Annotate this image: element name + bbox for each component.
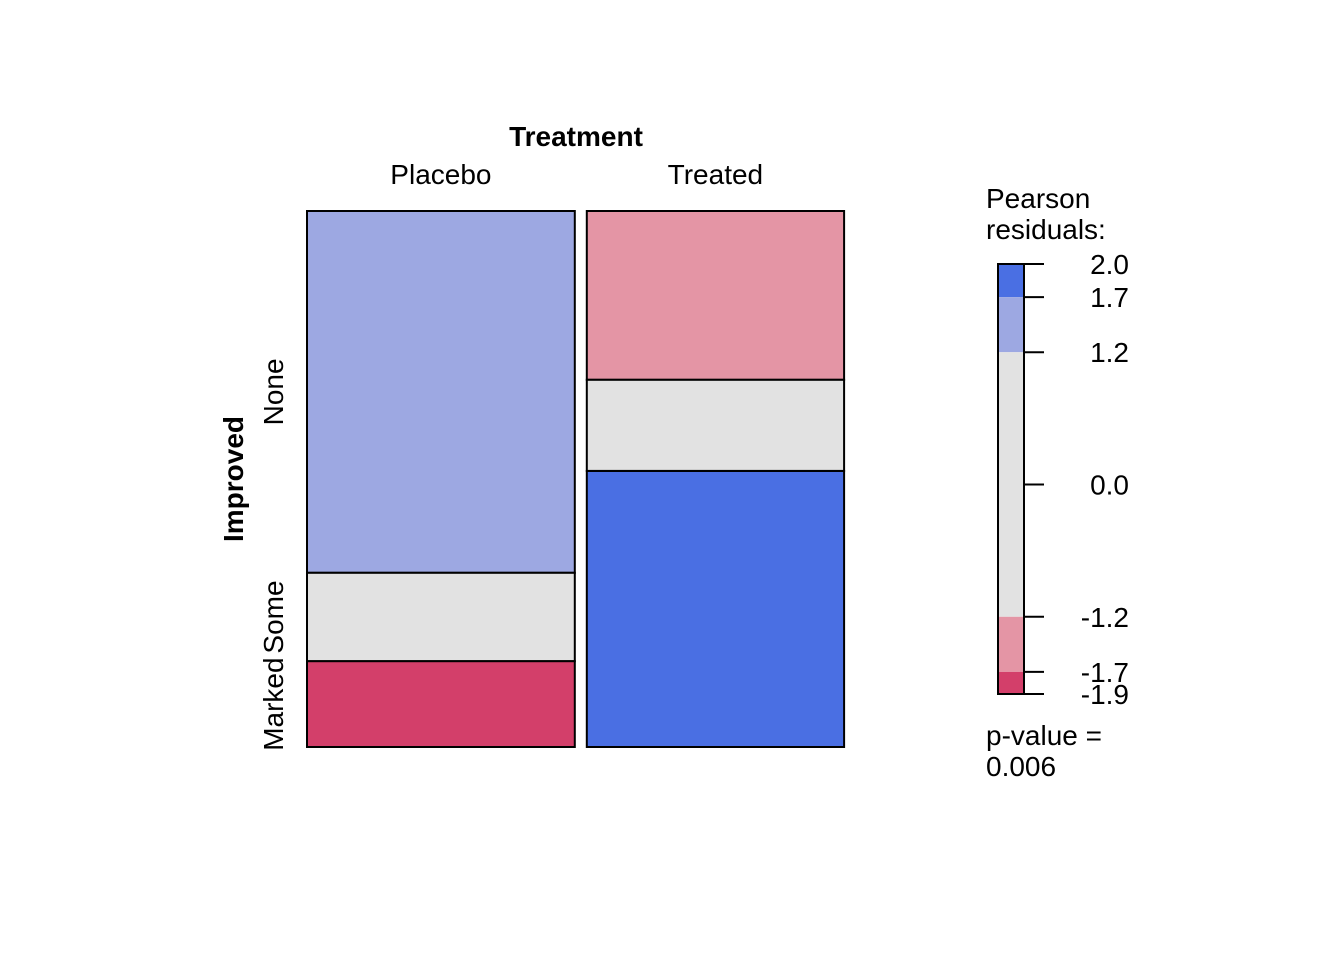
mosaic-tiles: [306, 210, 846, 749]
legend-title-line-1: Pearson: [986, 183, 1090, 214]
legend-band: [998, 616, 1024, 672]
legend-band: [998, 352, 1024, 617]
legend-tick-label: 1.2: [1090, 337, 1129, 368]
legend-tick-label: -1.7: [1081, 657, 1129, 688]
tile-treated-marked: [585, 470, 846, 748]
legend-bar-outline: [997, 263, 1025, 695]
row-labels: None Some Marked: [258, 358, 289, 750]
tile-placebo-none: [306, 210, 576, 574]
tile-treated-some: [585, 378, 846, 472]
row-label-some: Some: [258, 580, 289, 653]
legend-title-line-2: residuals:: [986, 214, 1106, 245]
legend-band: [998, 264, 1024, 298]
row-label-none: None: [258, 358, 289, 425]
legend-tick-label: 1.7: [1090, 282, 1129, 313]
row-label-marked: Marked: [258, 657, 289, 750]
p-value-line-2: 0.006: [986, 751, 1056, 782]
legend-tick-label: 0.0: [1090, 470, 1129, 501]
legend-band: [998, 671, 1024, 694]
legend-tick-label: -1.2: [1081, 602, 1129, 633]
p-value-line-1: p-value =: [986, 720, 1102, 751]
tile-placebo-marked: [306, 660, 576, 749]
legend-tick-label: -1.9: [1081, 679, 1129, 710]
legend-band: [998, 297, 1024, 353]
column-label-placebo: Placebo: [390, 159, 491, 190]
column-label-treated: Treated: [668, 159, 763, 190]
column-labels: Placebo Treated: [390, 159, 763, 190]
legend-tick-label: 2.0: [1090, 249, 1129, 280]
row-variable-label: Improved: [218, 416, 249, 542]
column-variable-label: Treatment: [509, 121, 643, 152]
tile-placebo-some: [306, 571, 576, 663]
tile-treated-none: [585, 210, 846, 381]
